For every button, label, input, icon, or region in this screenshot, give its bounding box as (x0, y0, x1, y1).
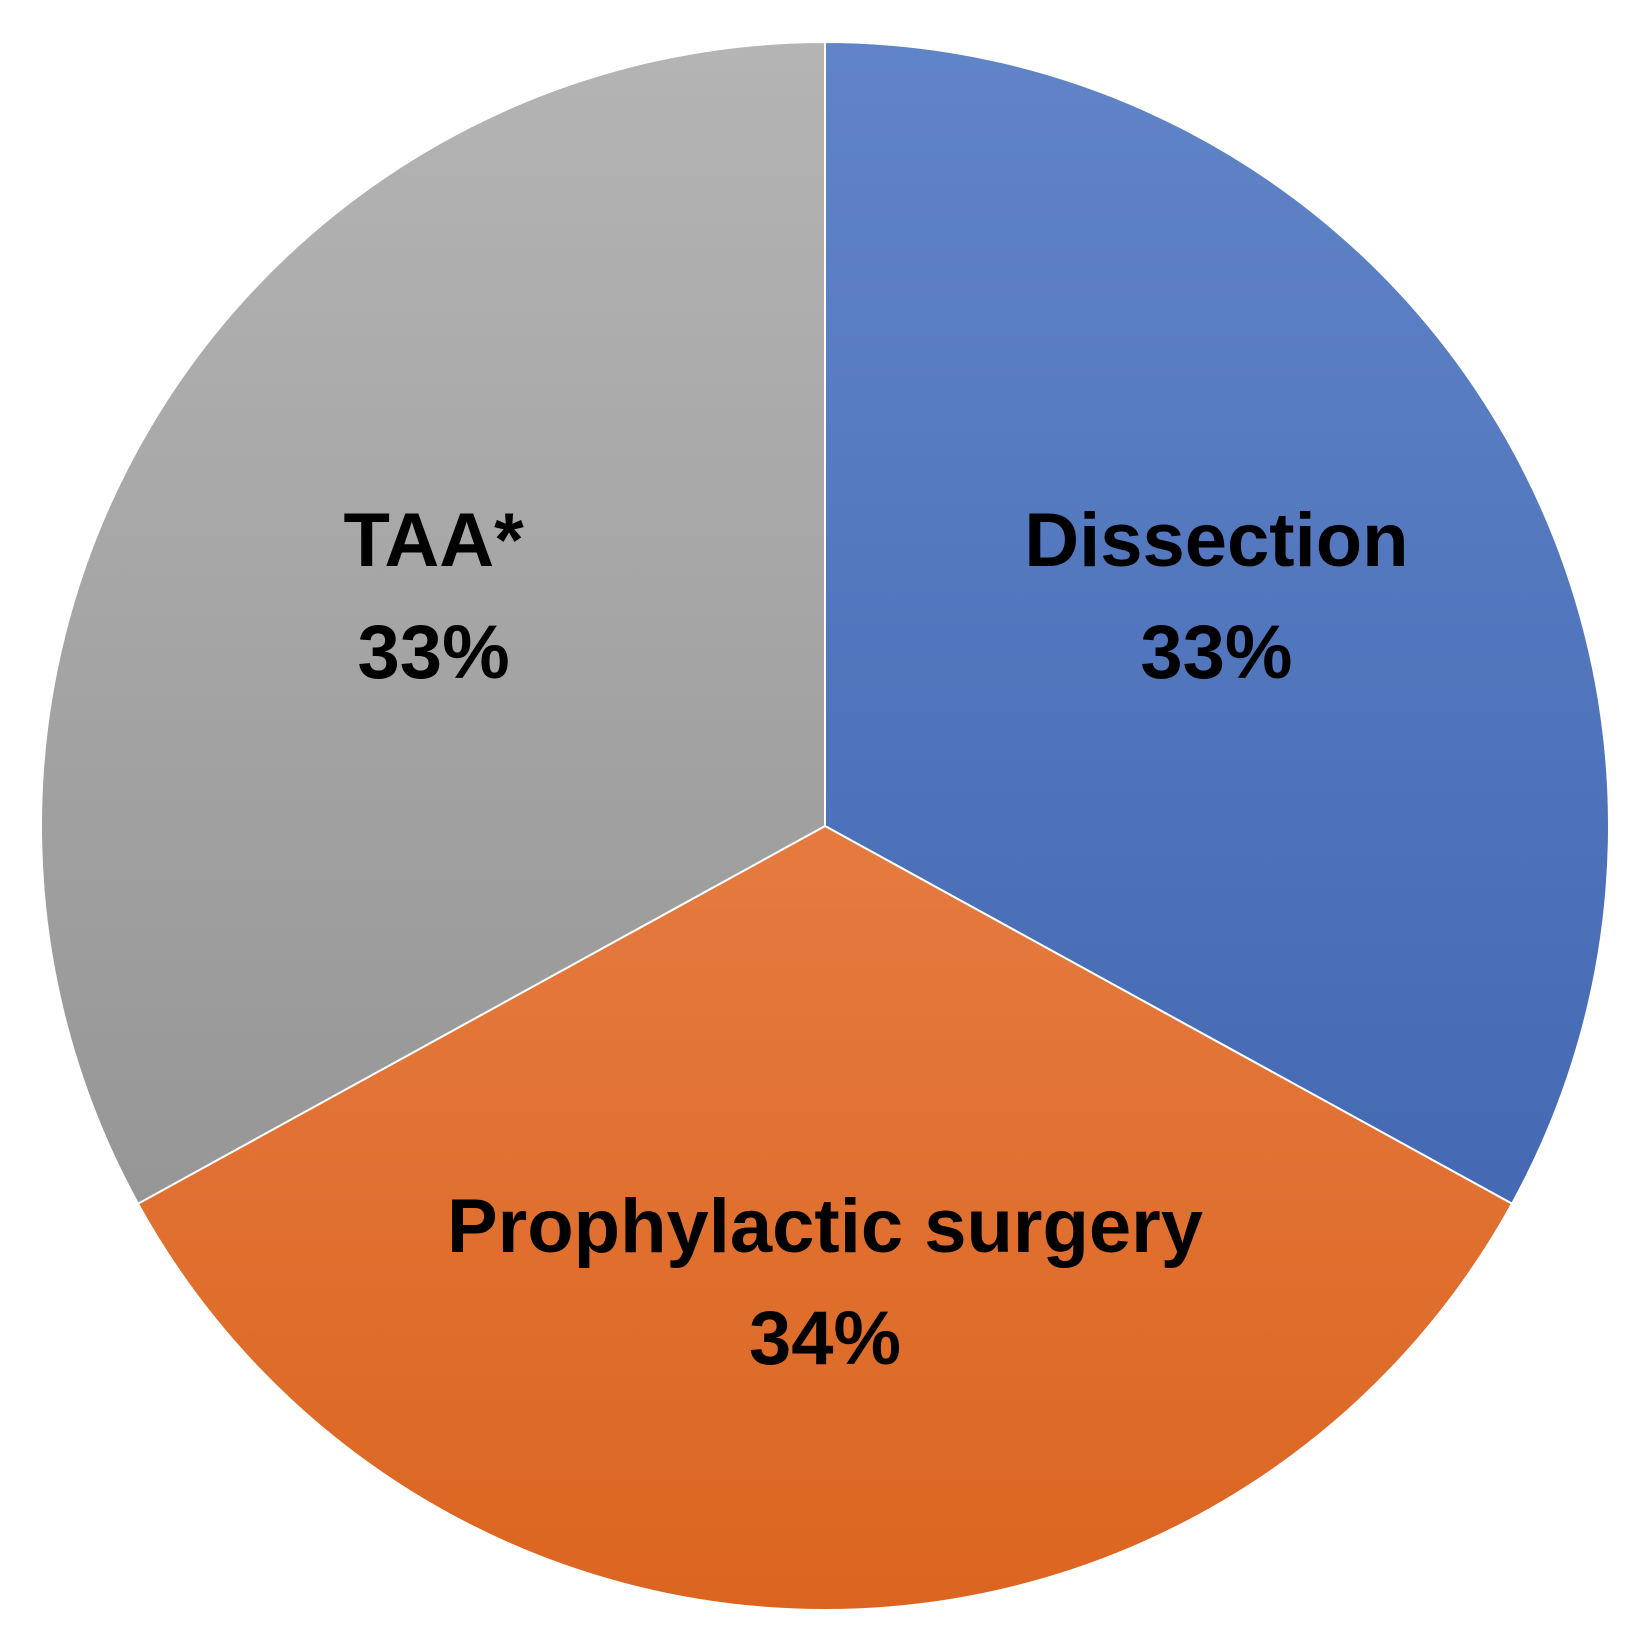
slice-label-dissection: Dissection (1024, 498, 1408, 583)
slice-label-taa: TAA* (344, 498, 525, 583)
slice-labels: Dissection 33% Prophylactic surgery 34% TAA*… (344, 498, 1409, 1381)
pie-slice-dissection (824, 40, 1610, 1206)
pie-slices (40, 40, 1610, 1611)
slice-value-taa: 33% (358, 610, 510, 695)
slice-value-prophylactic-surgery: 34% (749, 1296, 901, 1381)
pie-slice-prophylactic-surgery (136, 824, 1514, 1611)
pie-slice-taa (40, 40, 826, 1206)
slice-label-prophylactic-surgery: Prophylactic surgery (447, 1184, 1203, 1269)
slice-value-dissection: 33% (1140, 610, 1292, 695)
